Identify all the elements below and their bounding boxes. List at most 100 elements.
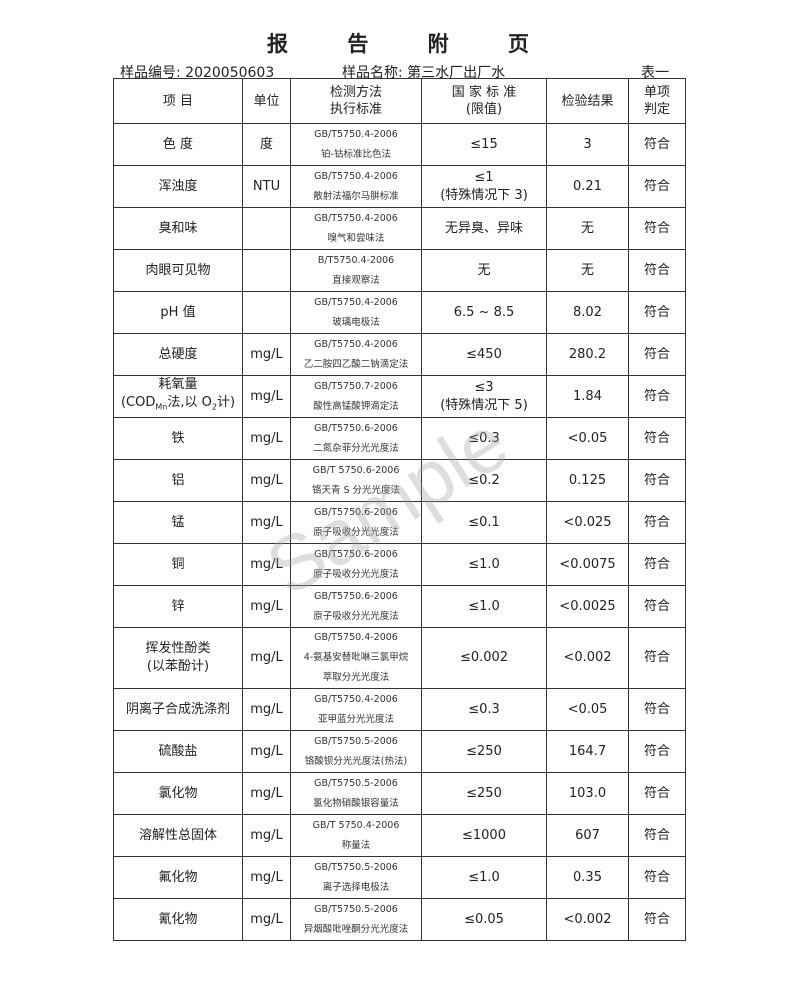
unit-cell: mg/L <box>242 627 291 689</box>
method-cell: GB/T5750.6-2006 原子吸收分光光度法 <box>290 585 422 628</box>
judgement-cell: 符合 <box>628 856 686 899</box>
judgement: 符合 <box>643 430 670 446</box>
item-cell: 臭和味 <box>113 207 243 250</box>
limit-cell: 无异臭、异味 <box>421 207 547 250</box>
method-name: 原子吸收分光光度法 <box>313 610 399 622</box>
unit: 度 <box>259 136 273 152</box>
table-row: 耗氧量 (CODMn法,以 O2计) mg/L GB/T5750.7-2006 酸性高锰… <box>113 375 686 418</box>
item-cell: 铜 <box>113 543 243 586</box>
limit-value: ≤450 <box>466 346 502 362</box>
method-name: 酸性高锰酸钾滴定法 <box>313 400 399 412</box>
unit-cell: NTU <box>242 165 291 208</box>
method-name: 乙二胺四乙酸二钠滴定法 <box>303 358 409 370</box>
item-name: 总硬度 <box>158 346 198 362</box>
table-row: 阴离子合成洗涤剂 mg/L GB/T5750.4-2006 亚甲蓝分光光度法 ≤0.3 <… <box>113 688 686 731</box>
unit: mg/L <box>250 650 283 665</box>
table-row: 氰化物 mg/L GB/T5750.5-2006 异烟酸吡唑酮分光光度法 ≤0.05 <0… <box>113 898 686 941</box>
method-code: GB/T5750.4-2006 <box>314 128 398 140</box>
judgement-cell: 符合 <box>628 543 686 586</box>
item-cell: 阴离子合成洗涤剂 <box>113 688 243 731</box>
limit-cell: 无 <box>421 249 547 292</box>
judgement-cell: 符合 <box>628 123 686 166</box>
method-name-cont: 萃取分光光度法 <box>322 672 390 683</box>
method-code: GB/T5750.5-2006 <box>314 735 398 747</box>
table-header: 项 目 单位 检测方法 执行标准 国 家 标 准 (限值) 检验结果 单项 判定 <box>113 78 686 124</box>
judgement: 符合 <box>643 743 670 759</box>
judgement-cell: 符合 <box>628 898 686 941</box>
judgement: 符合 <box>643 785 670 801</box>
result-cell: <0.05 <box>546 688 629 731</box>
method-code: B/T5750.4-2006 <box>317 254 395 266</box>
limit-value: ≤0.3 <box>468 701 500 717</box>
item-cell: pH 值 <box>113 291 243 334</box>
limit-value: ≤1 <box>474 169 494 185</box>
method-cell: GB/T 5750.4-2006 称量法 <box>290 814 422 857</box>
limit-cell: ≤0.2 <box>421 459 547 502</box>
item-cell: 硫酸盐 <box>113 730 243 773</box>
result-cell: 0.125 <box>546 459 629 502</box>
method-name: 原子吸收分光光度法 <box>313 526 399 538</box>
limit-value: ≤1.0 <box>468 598 500 614</box>
limit-value: ≤1000 <box>462 827 506 843</box>
unit-cell: mg/L <box>242 375 291 418</box>
table-row: 氟化物 mg/L GB/T5750.5-2006 离子选择电极法 ≤1.0 0.35 符合 <box>113 856 686 899</box>
table-row: 总硬度 mg/L GB/T5750.4-2006 乙二胺四乙酸二钠滴定法 ≤450 280… <box>113 333 686 376</box>
result-value: 164.7 <box>568 743 607 759</box>
judgement-cell: 符合 <box>628 459 686 502</box>
limit-value: 6.5 ~ 8.5 <box>453 304 515 320</box>
result-cell: <0.0025 <box>546 585 629 628</box>
limit-cell: ≤1.0 <box>421 856 547 899</box>
judgement: 符合 <box>643 911 670 927</box>
limit-value: ≤250 <box>466 743 502 759</box>
limit-cell: ≤250 <box>421 730 547 773</box>
judgement-cell: 符合 <box>628 417 686 460</box>
method-cell: GB/T5750.5-2006 离子选择电极法 <box>290 856 422 899</box>
method-name: 铂-钴标准比色法 <box>321 148 391 160</box>
result-cell: 8.02 <box>546 291 629 334</box>
table-row: 浑浊度 NTU GB/T5750.4-2006 散射法福尔马肼标准 ≤1 (特殊情况下 3… <box>113 165 686 208</box>
judgement-cell: 符合 <box>628 249 686 292</box>
method-code: GB/T5750.4-2006 <box>314 296 398 308</box>
unit: mg/L <box>250 598 283 614</box>
judgement: 符合 <box>643 650 670 665</box>
unit-cell: mg/L <box>242 814 291 857</box>
item-name: 氯化物 <box>158 785 198 801</box>
unit-cell: mg/L <box>242 543 291 586</box>
result-value: <0.0075 <box>559 556 616 572</box>
result-value: 607 <box>575 827 600 843</box>
unit-cell: mg/L <box>242 730 291 773</box>
table-row: 臭和味 GB/T5750.4-2006 嗅气和尝味法 无异臭、异味 无 符合 <box>113 207 686 250</box>
method-cell: GB/T5750.5-2006 异烟酸吡唑酮分光光度法 <box>290 898 422 941</box>
method-cell: GB/T5750.4-2006 散射法福尔马肼标准 <box>290 165 422 208</box>
result-cell: <0.002 <box>546 627 629 689</box>
header-judgement: 单项 判定 <box>628 78 686 124</box>
method-name: 铬酸钡分光光度法(热法) <box>304 755 408 767</box>
result-value: <0.0025 <box>559 598 616 614</box>
judgement: 符合 <box>643 701 670 717</box>
method-cell: GB/T5750.6-2006 二氮杂菲分光光度法 <box>290 417 422 460</box>
item-name: 耗氧量 <box>158 377 198 393</box>
judgement: 符合 <box>643 220 670 236</box>
table-row: 硫酸盐 mg/L GB/T5750.5-2006 铬酸钡分光光度法(热法) ≤250 16… <box>113 730 686 773</box>
judgement: 符合 <box>643 869 670 885</box>
limit-value: ≤0.3 <box>468 430 500 446</box>
judgement-cell: 符合 <box>628 291 686 334</box>
sample-name: 样品名称: 第三水厂出厂水 <box>342 65 506 81</box>
item-name: 铁 <box>171 430 185 446</box>
result-value: <0.002 <box>563 911 612 927</box>
unit-cell: mg/L <box>242 856 291 899</box>
unit: NTU <box>252 178 281 194</box>
sample-number: 样品编号: 2020050603 <box>120 65 275 81</box>
unit-cell <box>242 207 291 250</box>
method-cell: GB/T5750.6-2006 原子吸收分光光度法 <box>290 501 422 544</box>
header-judgement-line2: 判定 <box>643 102 670 117</box>
limit-cell: ≤0.05 <box>421 898 547 941</box>
limit-value: 无 <box>477 262 491 278</box>
method-cell: GB/T 5750.6-2006 铬天青 S 分光光度法 <box>290 459 422 502</box>
limit-value: 无异臭、异味 <box>444 220 523 236</box>
header-standard: 国 家 标 准 (限值) <box>421 78 547 124</box>
judgement: 符合 <box>643 598 670 614</box>
item-cell: 浑浊度 <box>113 165 243 208</box>
method-name: 异烟酸吡唑酮分光光度法 <box>303 923 409 935</box>
limit-note: (特殊情况下 5) <box>440 397 528 413</box>
